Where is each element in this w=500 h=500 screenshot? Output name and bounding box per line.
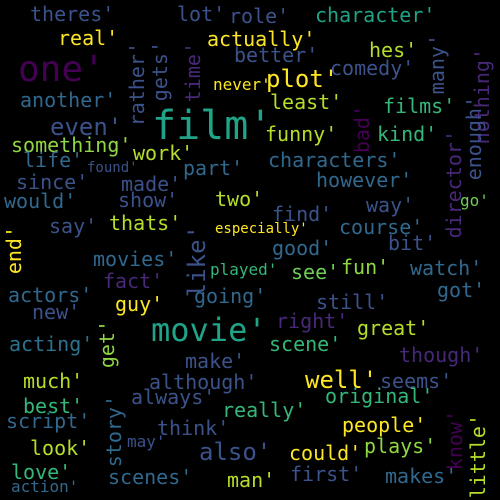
word-fun: fun': [341, 255, 390, 279]
word-better: better': [234, 43, 319, 67]
word-first: first': [290, 462, 363, 486]
word-although: although': [149, 370, 258, 394]
word-rather: rather': [125, 42, 149, 127]
word-film: film': [152, 103, 273, 149]
word-actually: actually': [207, 27, 316, 51]
word-man: man': [227, 468, 276, 492]
word-films: films': [383, 94, 456, 118]
word-director: director': [442, 130, 466, 239]
word-best: best': [23, 394, 84, 418]
word-well: well': [305, 366, 378, 394]
word-makes: makes': [385, 464, 458, 488]
word-work: work': [133, 141, 194, 165]
word-new: new': [32, 300, 81, 324]
word-little: little': [466, 414, 490, 499]
word-know: know': [443, 410, 467, 471]
word-right: right': [276, 309, 349, 333]
word-fact: fact': [103, 269, 164, 293]
word-many: many': [425, 34, 449, 95]
word-lot: lot': [177, 2, 226, 26]
word-get: get': [95, 320, 119, 369]
word-real: real': [58, 26, 119, 50]
word-original: original': [325, 384, 434, 408]
word-enough: enough': [462, 96, 486, 181]
word-great: great': [357, 316, 430, 340]
word-character: character': [315, 3, 436, 27]
word-good: good': [272, 236, 333, 260]
word-really: really': [222, 398, 307, 422]
word-script: script': [6, 409, 91, 433]
word-thats: thats': [109, 211, 182, 235]
word-one: one': [18, 49, 105, 90]
word-two: two': [215, 187, 264, 211]
word-much: much': [23, 369, 84, 393]
word-way: way': [366, 193, 415, 217]
word-plays: plays': [364, 434, 437, 458]
word-always: always': [131, 385, 216, 409]
word-may: may': [127, 432, 166, 451]
word-even: even': [50, 113, 123, 141]
word-end: end': [2, 226, 26, 275]
word-would: would': [4, 189, 77, 213]
word-scenes: scenes': [108, 465, 193, 489]
word-find: find': [272, 202, 333, 226]
word-never: never': [213, 75, 271, 94]
word-acting: acting': [9, 332, 94, 356]
word-say: say': [49, 214, 98, 238]
word-comedy: comedy': [330, 56, 415, 80]
word-movies: movies': [93, 247, 178, 271]
word-least: least': [270, 90, 343, 114]
word-guy: guy': [115, 292, 164, 316]
word-seems: seems': [380, 369, 453, 393]
word-still: still': [316, 290, 389, 314]
word-people: people': [342, 413, 427, 437]
word-got: got': [437, 278, 486, 302]
word-hes: hes': [369, 38, 418, 62]
word-life: life': [23, 148, 84, 172]
word-theres: theres': [30, 2, 115, 26]
word-could: could': [289, 441, 362, 465]
word-actors: actors': [8, 283, 93, 307]
word-another: another': [20, 88, 117, 112]
word-kind: kind': [377, 122, 438, 146]
word-scene: scene': [269, 332, 342, 356]
word-found: found': [87, 160, 138, 176]
word-made: made': [121, 172, 182, 196]
word-time: time': [181, 42, 205, 103]
word-since: since': [16, 170, 89, 194]
word-also: also': [199, 438, 272, 466]
word-however: however': [316, 168, 413, 192]
word-something: something': [11, 133, 132, 157]
word-played: played': [210, 260, 278, 279]
word-love: love': [11, 460, 72, 484]
word-role: role': [229, 4, 290, 28]
word-make: make': [185, 349, 246, 373]
word-going: going': [194, 284, 267, 308]
word-plot: plot': [266, 65, 339, 93]
word-bad: bad': [350, 105, 374, 154]
word-show: show': [118, 188, 179, 212]
word-part: part': [183, 156, 244, 180]
word-gets: gets': [148, 41, 172, 102]
word-watch: watch': [410, 256, 483, 280]
word-though: though': [399, 343, 484, 367]
word-see: see': [291, 260, 340, 284]
word-course: course': [339, 215, 424, 239]
word-especially: especially': [215, 221, 308, 237]
word-characters: characters': [268, 148, 401, 172]
word-think: think': [157, 416, 230, 440]
word-funny: funny': [265, 122, 338, 146]
word-action: action': [11, 477, 79, 496]
word-go: go': [460, 191, 489, 210]
word-story: story': [102, 395, 126, 468]
word-look: look': [30, 436, 91, 460]
word-movie: movie': [151, 311, 267, 349]
word-bit: bit': [388, 231, 437, 255]
